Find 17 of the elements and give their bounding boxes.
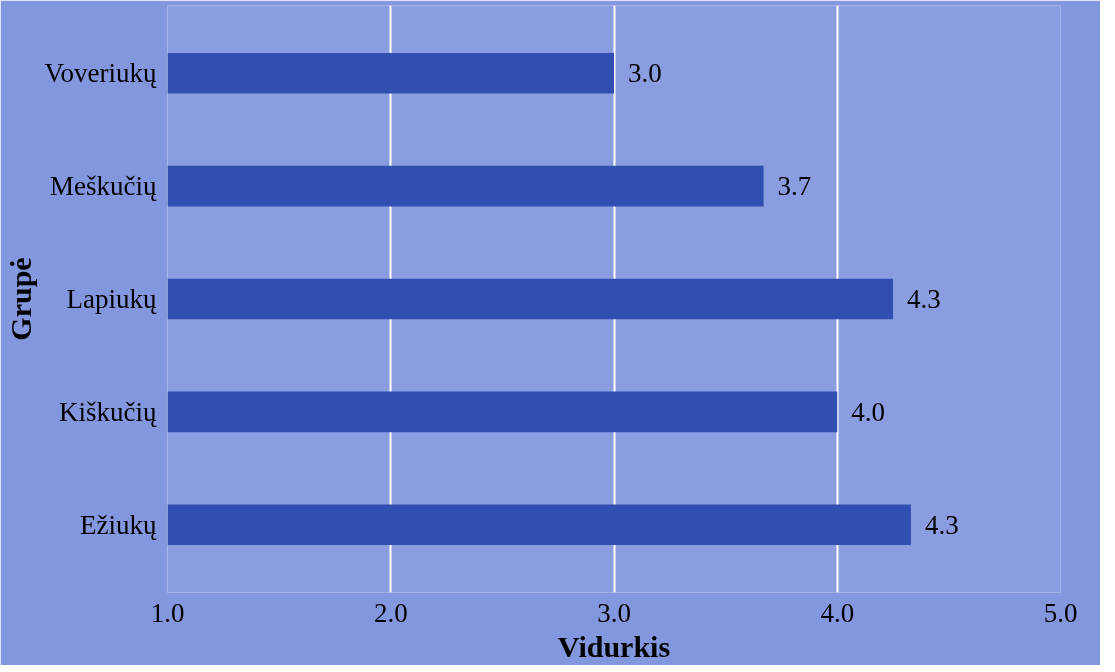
data-label: 3.0 [628,58,662,89]
data-label: 4.0 [851,396,885,427]
data-label: 3.7 [777,171,812,202]
x-tick-label: 3.0 [597,597,631,628]
x-tick-label: 4.0 [820,597,855,628]
y-tick-label: Kiškučių [59,396,157,427]
data-label: 4.3 [924,509,959,540]
x-tick-label: 1.0 [150,597,185,628]
y-tick-label: Meškučių [50,171,157,202]
y-axis-title: Grupė [3,257,37,341]
x-axis-title: Vidurkis [557,629,671,663]
x-tick-label: 2.0 [373,597,408,628]
x-tick-label: 5.0 [1043,597,1078,628]
y-tick-label: Voveriukų [44,58,157,89]
y-tick-label: Ežiukų [80,509,157,540]
y-tick-label: Lapiukų [66,284,157,314]
data-label: 4.3 [907,284,941,314]
